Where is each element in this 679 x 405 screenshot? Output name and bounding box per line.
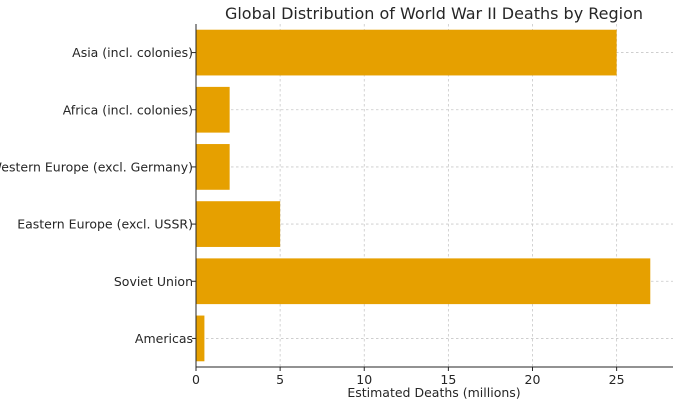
bar — [196, 29, 617, 76]
chart-title: Global Distribution of World War II Deat… — [225, 4, 643, 23]
y-tick-labels: Asia (incl. colonies) Africa (incl. colon… — [0, 45, 196, 346]
bar — [196, 201, 281, 247]
bars-layer — [196, 29, 651, 362]
bar — [196, 315, 205, 362]
y-tick-label: Soviet Union — [114, 274, 193, 289]
x-tick-label: 10 — [356, 372, 372, 387]
y-tick-label: Africa (incl. colonies) — [63, 102, 193, 117]
y-tick-label: Eastern Europe (excl. USSR) — [17, 217, 193, 232]
y-tick-label: Asia (incl. colonies) — [72, 45, 193, 60]
bar — [196, 144, 230, 190]
x-axis-label: Estimated Deaths (millions) — [347, 385, 520, 400]
x-tick-label: 25 — [609, 372, 625, 387]
x-tick-label: 0 — [192, 372, 200, 387]
x-tick-label: 20 — [525, 372, 541, 387]
x-tick-label: 15 — [440, 372, 456, 387]
bar — [196, 258, 651, 305]
bar — [196, 86, 230, 133]
x-tick-labels: 0 5 10 15 20 25 — [192, 367, 625, 387]
y-tick-label: Americas — [135, 331, 193, 346]
x-tick-label: 5 — [276, 372, 284, 387]
y-tick-label: Western Europe (excl. Germany) — [0, 159, 193, 174]
